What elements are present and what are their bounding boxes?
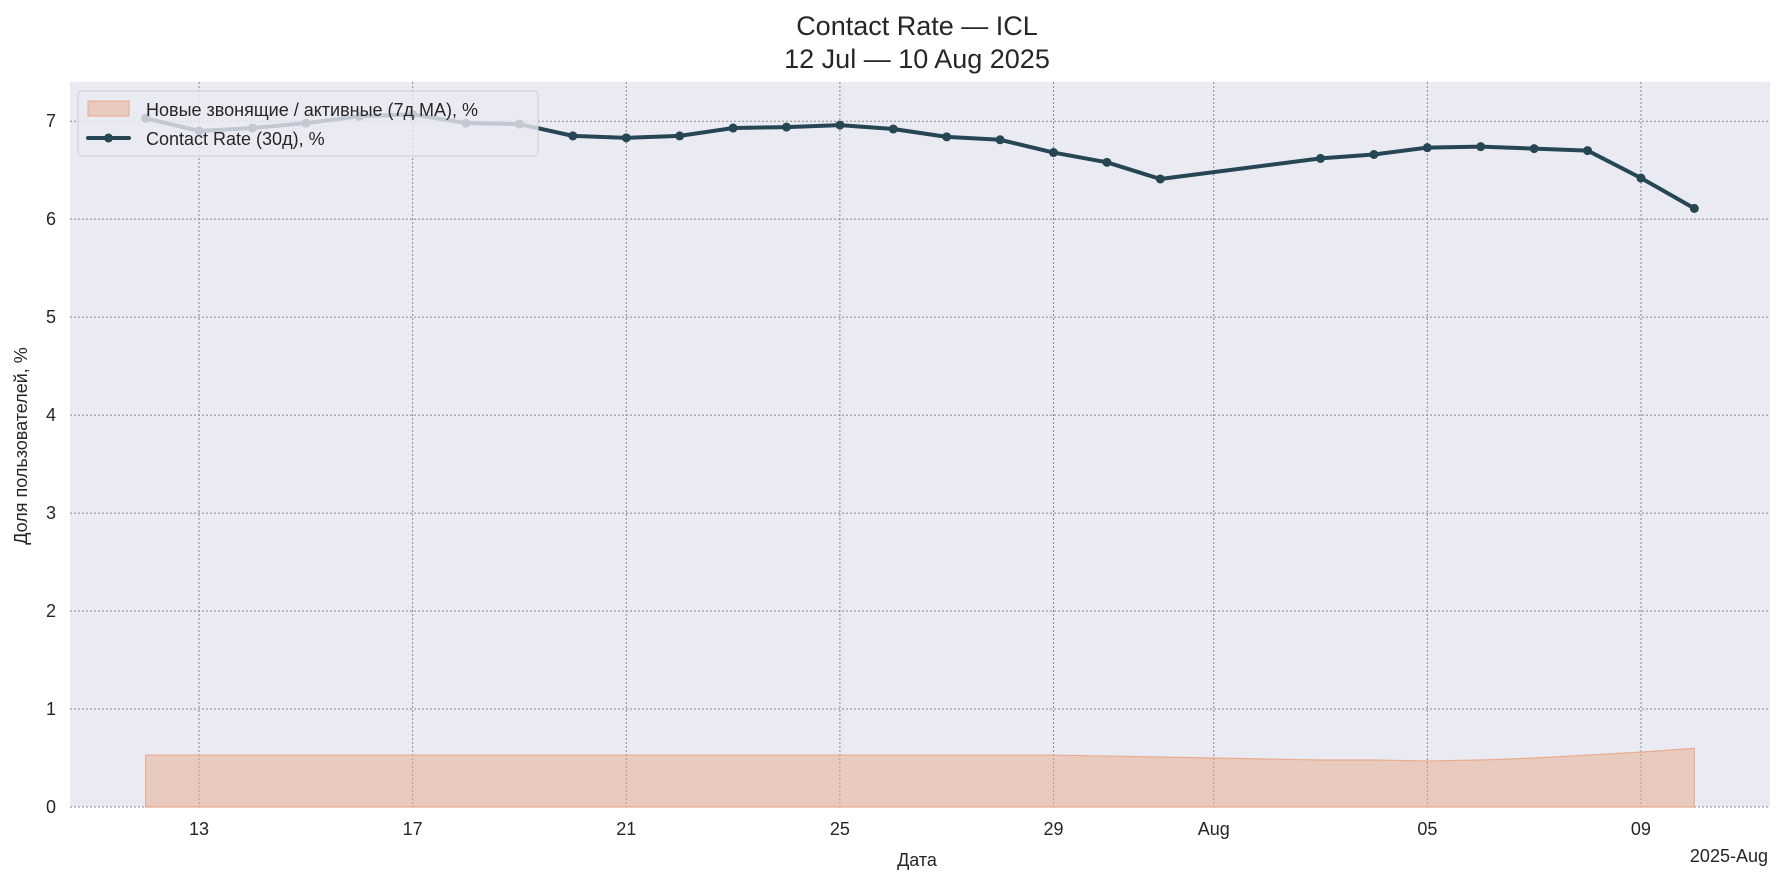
contact-rate-point xyxy=(1369,150,1379,159)
x-tick-label: 25 xyxy=(830,819,850,839)
contact-rate-point xyxy=(1155,174,1165,184)
legend-box xyxy=(77,90,539,157)
x-tick-label: Aug xyxy=(1198,819,1230,839)
y-tick-label: 6 xyxy=(46,209,56,229)
contact-rate-point xyxy=(1316,153,1326,163)
y-tick-label: 0 xyxy=(46,797,56,817)
plot-background xyxy=(70,82,1770,807)
legend-line-marker xyxy=(104,133,113,143)
contact-rate-point xyxy=(1583,146,1593,156)
y-tick-label: 1 xyxy=(46,699,56,719)
x-tick-label: 13 xyxy=(189,819,209,839)
chart-title: Contact Rate — ICL xyxy=(796,11,1038,41)
contact-rate-point xyxy=(1049,148,1059,158)
contact-rate-point xyxy=(888,124,898,134)
area-series-new-callers xyxy=(145,747,1695,808)
contact-rate-point xyxy=(1636,173,1646,183)
y-tick-label: 3 xyxy=(46,503,56,523)
contact-rate-point xyxy=(781,122,791,132)
axis-ticks: 0 1 2 3 4 5 6 7 13 17 21 25 29 Aug 05 09 xyxy=(46,111,1651,839)
contact-rate-point xyxy=(1422,143,1432,153)
x-tick-label: 21 xyxy=(616,819,636,839)
chart-subtitle: 12 Jul — 10 Aug 2025 xyxy=(784,44,1050,74)
contact-rate-point xyxy=(995,135,1005,145)
y-tick-label: 7 xyxy=(46,111,56,131)
x-axis-label: Дата xyxy=(897,850,938,870)
contact-rate-point xyxy=(1102,157,1112,167)
x-tick-label: 05 xyxy=(1417,819,1437,839)
legend-area-label: Новые звонящие / активные (7д MA), % xyxy=(146,100,478,120)
contact-rate-point xyxy=(942,132,952,142)
grid xyxy=(70,82,1770,808)
contact-rate-point xyxy=(1689,203,1699,213)
y-tick-label: 5 xyxy=(46,307,56,327)
y-tick-label: 2 xyxy=(46,601,56,621)
legend-line-label: Contact Rate (30д), % xyxy=(146,129,325,149)
contact-rate-point xyxy=(1529,144,1539,154)
contact-rate-point xyxy=(835,120,845,130)
contact-rate-point xyxy=(1476,142,1486,152)
legend: Новые звонящие / активные (7д MA), % Con… xyxy=(77,90,539,157)
contact-rate-point xyxy=(568,131,578,141)
contact-rate-point xyxy=(621,133,631,143)
x-tick-label: 29 xyxy=(1043,819,1063,839)
contact-rate-point xyxy=(728,123,738,133)
x-tick-label: 17 xyxy=(403,819,423,839)
legend-area-swatch xyxy=(87,100,130,117)
x-tick-label: 09 xyxy=(1631,819,1651,839)
x-axis-offset-label: 2025-Aug xyxy=(1690,846,1768,866)
contact-rate-point xyxy=(675,131,685,141)
y-tick-label: 4 xyxy=(46,405,56,425)
y-axis-label: Доля пользователей, % xyxy=(11,347,31,545)
